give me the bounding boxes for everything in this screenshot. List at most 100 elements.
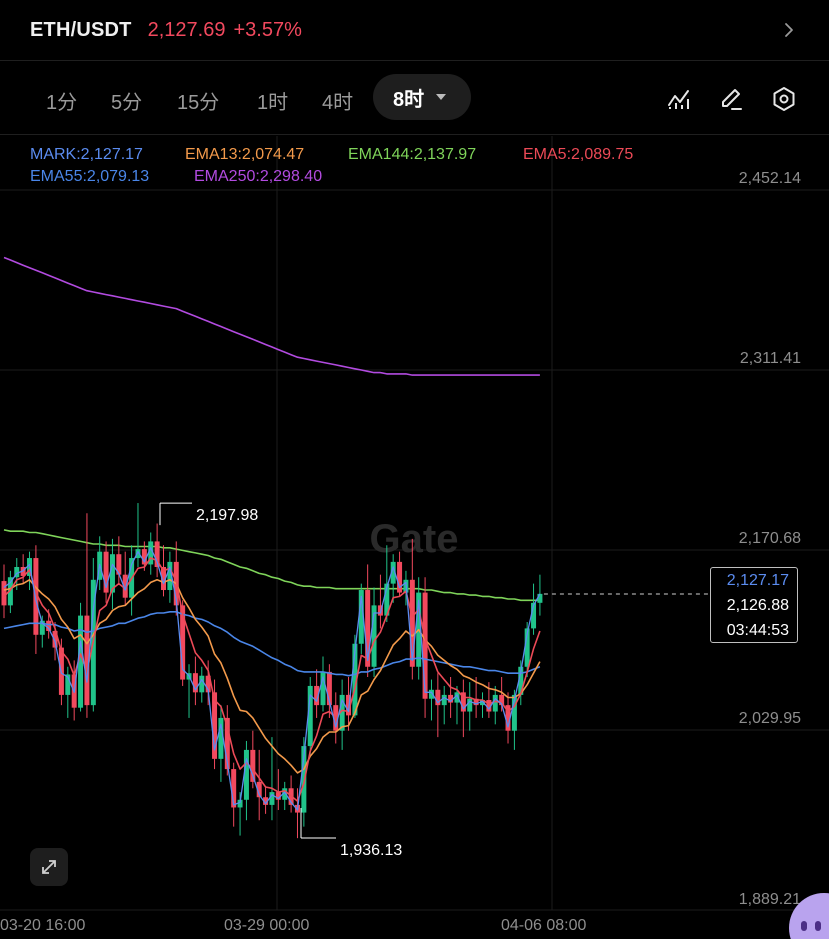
active-timeframe-label: 8时 [393, 88, 425, 111]
candle-body [231, 769, 237, 808]
candle-body [524, 628, 530, 667]
candle-body [282, 788, 288, 800]
candle-body [46, 620, 52, 631]
fab-eye-right [815, 921, 821, 931]
candle-body [250, 749, 256, 782]
tab-8h-dropdown[interactable]: 8时 [373, 74, 471, 120]
high-price-callout: 2,197.98 [196, 507, 259, 524]
settings-icon[interactable] [771, 86, 797, 112]
candle-body [448, 694, 454, 703]
candle-body [320, 671, 326, 706]
candle-body [154, 541, 160, 568]
candle-body [161, 567, 166, 591]
candle-body [346, 694, 352, 716]
candle-body [109, 554, 115, 593]
header-change: +3.57% [233, 18, 302, 41]
y-tick-label: 2,311.41 [739, 350, 801, 367]
candle-body [1, 581, 7, 606]
header: ETH/USDT 2,127.69 +3.57% [0, 0, 829, 60]
candle-body [65, 674, 71, 695]
tab-4h[interactable]: 4时 [322, 92, 354, 114]
ema13-line [3, 578, 541, 774]
header-divider [0, 60, 829, 61]
candle-body [148, 541, 154, 565]
candle-body [237, 799, 243, 808]
x-tick-label: 03-20 16:00 [0, 917, 86, 934]
candle-body [486, 700, 492, 712]
ema55-line [3, 610, 541, 677]
legend-ema250: EMA250:2,298.40 [194, 168, 323, 185]
candle-body [52, 630, 58, 648]
tab-1h[interactable]: 1时 [257, 92, 289, 114]
legend-ema5: EMA5:2,089.75 [523, 146, 634, 163]
candle-body [84, 615, 90, 706]
candle-body [314, 685, 320, 706]
candle-body [358, 590, 364, 644]
tag-last-price: 2,126.88 [726, 597, 789, 614]
candle-body [537, 593, 543, 603]
candle-body [14, 567, 20, 578]
ema5-line [3, 557, 541, 802]
y-tick-label: 1,889.21 [738, 891, 801, 908]
candle-body [409, 579, 415, 667]
expand-icon [42, 860, 56, 874]
candle-body [199, 675, 205, 693]
fullscreen-button[interactable] [30, 848, 68, 886]
chart-grid [0, 136, 829, 911]
legend-ema55: EMA55:2,079.13 [30, 168, 150, 185]
candle-body [263, 797, 269, 805]
candle-body [492, 694, 498, 712]
candle-body [397, 561, 403, 593]
candle-body [224, 717, 230, 770]
tab-5m[interactable]: 5分 [111, 92, 143, 114]
x-tick-label: 04-06 08:00 [501, 917, 587, 934]
candle-body [116, 554, 122, 575]
candle-body [467, 698, 473, 712]
pair-title[interactable]: ETH/USDT [30, 18, 132, 41]
candle-body [518, 666, 524, 695]
candle-body [212, 692, 218, 759]
candle-body [422, 592, 428, 699]
candle-body [352, 643, 358, 716]
pencil-icon[interactable] [718, 86, 744, 112]
legend-ema144: EMA144:2,137.97 [348, 146, 477, 163]
indicator-icon[interactable] [666, 86, 692, 112]
candle-body [531, 602, 537, 629]
gate-watermark: Gate [370, 517, 459, 561]
candle-body [454, 692, 460, 703]
candle-body [441, 694, 447, 706]
mark-line [3, 547, 541, 811]
candle-body [269, 792, 275, 805]
candle-body [122, 574, 128, 598]
candle-body [192, 673, 198, 693]
tag-mark-price: 2,127.17 [726, 572, 789, 589]
tab-1m[interactable]: 1分 [46, 92, 78, 114]
legend-ema13: EMA13:2,074.47 [185, 146, 305, 163]
y-tick-label: 2,029.95 [738, 710, 801, 727]
candle-body [499, 694, 505, 706]
candle-body [256, 781, 262, 798]
candle-body [435, 689, 441, 706]
candle-body [371, 605, 377, 667]
candle-body [205, 675, 211, 693]
ema250-line [3, 256, 540, 376]
candle-body [473, 698, 479, 706]
candle-body [218, 717, 224, 759]
toolbar-divider [0, 134, 829, 135]
tab-15m[interactable]: 15分 [177, 92, 220, 114]
candle-body [33, 558, 39, 635]
candle-body [326, 671, 332, 706]
candle-body [275, 792, 281, 800]
candle-body [243, 749, 249, 800]
candle-body [460, 692, 466, 712]
candle-body [307, 685, 313, 747]
chevron-right-icon[interactable] [779, 18, 799, 42]
candle-body [384, 583, 390, 616]
candle-body [390, 561, 396, 584]
candle-body [39, 620, 45, 635]
candle-body [7, 577, 13, 606]
candle-body [135, 549, 141, 559]
candle-body [505, 705, 511, 731]
timeframe-toolbar: 1分 5分 15分 1时 4时 8时 [0, 62, 829, 134]
